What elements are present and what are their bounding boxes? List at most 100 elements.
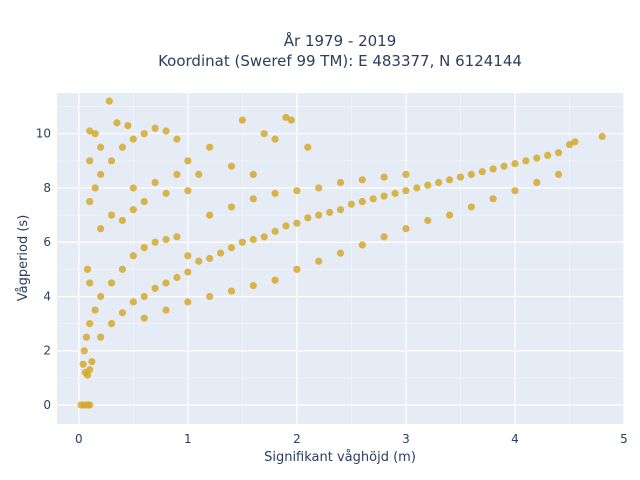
data-point (282, 113, 290, 122)
data-points (77, 97, 606, 409)
data-point (336, 249, 345, 257)
data-point (533, 154, 541, 162)
data-point (489, 195, 497, 203)
data-point (118, 143, 127, 151)
data-point (249, 282, 257, 290)
data-point (293, 219, 301, 227)
data-point (140, 244, 148, 252)
data-point (260, 130, 268, 138)
data-point (315, 257, 323, 265)
data-point (140, 314, 148, 322)
grid (57, 93, 625, 424)
data-point (315, 211, 323, 219)
data-point (413, 184, 421, 192)
data-point (107, 211, 116, 219)
data-point (260, 233, 268, 241)
data-point (282, 222, 290, 230)
data-point (83, 265, 92, 273)
y-tick-label: 10 (36, 127, 51, 141)
data-point (249, 195, 257, 203)
data-point (435, 178, 443, 187)
data-point (325, 208, 334, 216)
data-point (227, 203, 236, 211)
data-point (83, 371, 92, 379)
data-point (184, 187, 192, 195)
data-point (227, 244, 236, 252)
chart-title-line1: År 1979 - 2019 (284, 31, 397, 50)
data-point (227, 287, 236, 295)
data-point (107, 320, 116, 328)
data-point (304, 143, 312, 151)
x-tick-label: 5 (620, 432, 628, 446)
data-point (489, 165, 497, 173)
data-point (86, 157, 94, 165)
data-point (195, 257, 203, 265)
data-point (304, 214, 312, 222)
data-point (91, 184, 99, 192)
data-point (238, 238, 246, 246)
data-point (554, 149, 563, 157)
data-point (79, 360, 87, 368)
data-point (456, 173, 465, 181)
data-point (162, 189, 170, 197)
data-point (554, 170, 563, 178)
data-point (347, 200, 356, 208)
data-point (173, 135, 181, 143)
data-point (287, 116, 296, 124)
data-point (151, 178, 159, 187)
x-tick-label: 2 (293, 432, 301, 446)
data-point (315, 184, 323, 192)
y-tick-label: 8 (43, 181, 51, 195)
data-point (129, 252, 137, 260)
data-point (86, 127, 94, 135)
data-point (91, 306, 99, 314)
data-point (293, 265, 301, 273)
data-point (358, 197, 366, 206)
data-point (173, 273, 181, 282)
data-point (86, 366, 94, 374)
data-point (184, 252, 192, 260)
data-point (533, 178, 541, 187)
data-point (380, 173, 388, 181)
data-point (80, 347, 88, 355)
data-point (113, 119, 121, 127)
x-tick-label: 0 (75, 432, 83, 446)
x-axis-title: Signifikant våghöjd (m) (264, 450, 416, 465)
data-point (424, 181, 432, 189)
data-point (380, 192, 388, 200)
data-point (129, 184, 137, 192)
data-point (151, 238, 159, 246)
data-point (162, 127, 170, 135)
data-point (571, 138, 579, 146)
data-point (445, 211, 454, 219)
data-point (82, 333, 91, 341)
data-point (118, 309, 127, 317)
data-point (86, 197, 94, 206)
data-point (140, 197, 148, 206)
data-point (522, 157, 530, 165)
y-axis-title: Vågperiod (s) (16, 215, 31, 302)
data-point (129, 298, 137, 306)
data-point (391, 189, 399, 197)
data-point (173, 233, 181, 241)
data-point (467, 170, 475, 178)
data-point (249, 170, 257, 178)
x-tick-label: 1 (184, 432, 192, 446)
data-point (445, 176, 454, 184)
x-tick-label: 4 (511, 432, 519, 446)
data-point (424, 216, 432, 225)
data-point (86, 279, 94, 287)
data-point (140, 292, 148, 301)
data-point (249, 235, 257, 244)
data-point (511, 187, 519, 195)
data-point (162, 235, 170, 244)
data-point (162, 306, 170, 314)
data-point (206, 143, 214, 151)
data-point (216, 249, 225, 257)
y-tick-label: 0 (43, 398, 51, 412)
data-point (105, 97, 113, 105)
data-point (151, 124, 159, 132)
data-point (97, 333, 105, 341)
y-axis-ticks: 0 2 4 6 8 10 (36, 127, 51, 412)
